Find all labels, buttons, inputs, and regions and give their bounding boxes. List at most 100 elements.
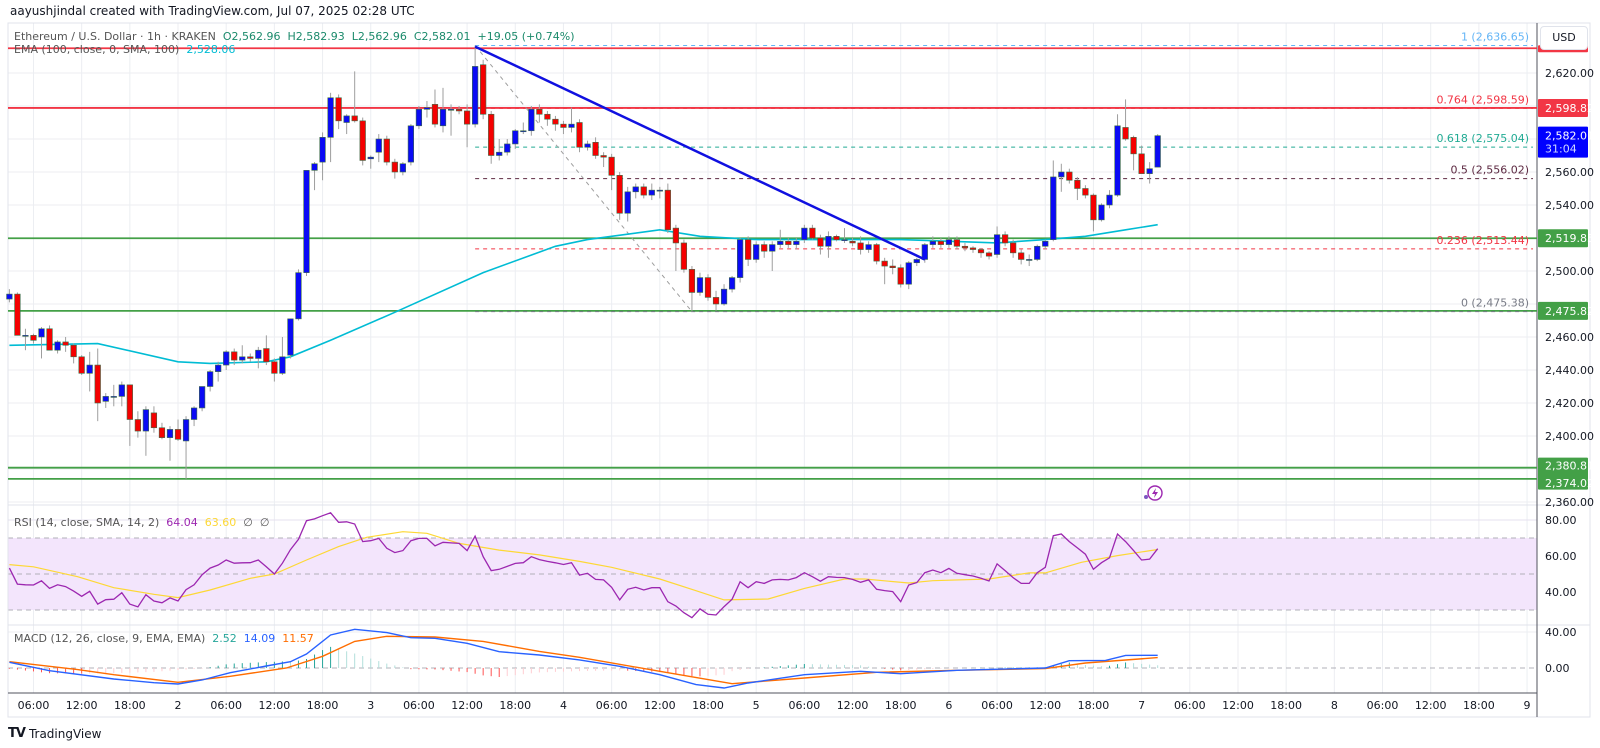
candle-down bbox=[158, 422, 166, 440]
bar-countdown: 31:04 bbox=[1545, 143, 1577, 156]
level-price-label: 2,598.82 bbox=[1545, 102, 1594, 115]
candle-body bbox=[905, 262, 912, 285]
candle-down bbox=[335, 94, 342, 130]
time-tick-label: 12:00 bbox=[451, 699, 483, 712]
rsi-extra-2: ∅ bbox=[259, 516, 270, 529]
level-price-label: 2,519.85 bbox=[1545, 232, 1594, 245]
candle-down bbox=[1002, 231, 1009, 247]
candle-body bbox=[1138, 153, 1145, 174]
candle-body bbox=[488, 113, 495, 156]
candle-up bbox=[86, 351, 93, 392]
candle-body bbox=[536, 109, 543, 115]
last-price-box bbox=[1538, 126, 1588, 158]
time-tick-label: 4 bbox=[560, 699, 567, 712]
candle-body bbox=[656, 189, 663, 192]
time-tick-label: 18:00 bbox=[1078, 699, 1110, 712]
candle-body bbox=[1090, 194, 1097, 221]
candle-up bbox=[255, 346, 262, 369]
ema-legend[interactable]: EMA (100, close, 0, SMA, 100) 2,528.06 bbox=[14, 43, 235, 56]
candle-body bbox=[745, 239, 752, 260]
time-tick-label: 18:00 bbox=[1270, 699, 1302, 712]
candle-body bbox=[190, 407, 198, 420]
candle-body bbox=[126, 384, 133, 420]
candle-body bbox=[174, 429, 182, 440]
time-tick-label: 8 bbox=[1331, 699, 1338, 712]
candle-body bbox=[182, 419, 190, 442]
candle-body bbox=[753, 244, 760, 260]
rsi-tick-label: 40.00 bbox=[1545, 586, 1577, 599]
candle-up bbox=[399, 162, 406, 176]
candle-up bbox=[528, 106, 535, 136]
candle-down bbox=[463, 104, 471, 148]
price-tick-label: 2,620.00 bbox=[1545, 67, 1594, 80]
candle-up bbox=[753, 241, 760, 263]
candle-up bbox=[496, 139, 503, 161]
candle-up bbox=[504, 139, 511, 156]
candle-up bbox=[929, 236, 936, 248]
candle-body bbox=[439, 109, 447, 127]
candle-body bbox=[295, 272, 302, 320]
candle-body bbox=[728, 277, 736, 290]
candle-down bbox=[785, 238, 792, 248]
candle-body bbox=[1114, 125, 1121, 196]
candle-body bbox=[961, 245, 969, 249]
fib-trend-line[interactable] bbox=[474, 45, 693, 312]
time-tick-label: 18:00 bbox=[307, 699, 339, 712]
tradingview-logo[interactable]: TV TradingView bbox=[8, 726, 101, 741]
time-tick-label: 3 bbox=[367, 699, 374, 712]
candle-up bbox=[1154, 134, 1161, 168]
candle-up bbox=[793, 238, 800, 250]
rsi-label: RSI (14, close, SMA, 14, 2) bbox=[14, 516, 160, 529]
candle-body bbox=[351, 115, 358, 122]
candle-down bbox=[680, 239, 688, 273]
candle-up bbox=[1146, 162, 1153, 184]
candle-body bbox=[977, 249, 985, 254]
candle-body bbox=[472, 66, 479, 125]
rsi-legend[interactable]: RSI (14, close, SMA, 14, 2) 64.04 63.60 … bbox=[14, 516, 269, 529]
candle-body bbox=[215, 364, 222, 372]
candle-down bbox=[480, 59, 487, 120]
candle-body bbox=[688, 269, 696, 293]
rsi-sma-value: 63.60 bbox=[204, 516, 237, 529]
candle-down bbox=[712, 290, 720, 311]
candle-up bbox=[223, 350, 230, 370]
candle-body bbox=[1066, 171, 1073, 181]
candle-body bbox=[1154, 135, 1161, 168]
macd-line bbox=[9, 628, 1158, 689]
time-axis[interactable]: 06:00 12:00 18:00 2 06:00 12:00 18:00 3 06:00 12:… bbox=[18, 699, 1531, 712]
currency-button[interactable]: USD bbox=[1540, 26, 1588, 50]
fib-level-label: 0 (2,475.38) bbox=[1461, 297, 1529, 310]
candle-body bbox=[367, 156, 374, 160]
time-tick-label: 12:00 bbox=[1222, 699, 1254, 712]
candle-body bbox=[496, 151, 503, 156]
candle-body bbox=[1034, 245, 1041, 260]
candle-body bbox=[680, 242, 688, 270]
symbol-name[interactable]: Ethereum / U.S. Dollar · 1h · KRAKEN bbox=[14, 30, 216, 43]
macd-tick-label: 40.00 bbox=[1545, 626, 1577, 639]
lightning-icon[interactable] bbox=[1144, 485, 1163, 501]
candle-body bbox=[1130, 137, 1137, 155]
candle-down bbox=[1066, 168, 1073, 184]
candle-up bbox=[656, 186, 663, 199]
candle-body bbox=[255, 349, 262, 359]
fibonacci-retracement[interactable]: 1 (2,636.65) 0.764 (2,598.59) 0.618 (2,575… bbox=[474, 31, 1533, 313]
ema-value: 2,528.06 bbox=[186, 43, 236, 56]
candle-body bbox=[897, 267, 904, 285]
candle-body bbox=[247, 356, 254, 359]
candle-body bbox=[423, 107, 431, 110]
candle-down bbox=[937, 238, 944, 248]
candle-body bbox=[207, 371, 214, 387]
candle-down bbox=[359, 117, 366, 166]
fib-level-label: 0.5 (2,556.02) bbox=[1450, 164, 1529, 177]
candle-up bbox=[166, 426, 174, 461]
price-axis[interactable]: 2,620.00 2,560.00 2,540.00 2,500.00 2,460.00… bbox=[1538, 45, 1594, 675]
candle-down bbox=[536, 104, 543, 123]
candle-up bbox=[1098, 203, 1105, 222]
trendline[interactable] bbox=[474, 45, 926, 261]
candle-up bbox=[375, 134, 382, 163]
candle-body bbox=[993, 234, 1001, 255]
price-tick-label: 2,360.00 bbox=[1545, 496, 1594, 509]
macd-legend[interactable]: MACD (12, 26, close, 9, EMA, EMA) 2.52 1… bbox=[14, 632, 314, 645]
candle-up bbox=[913, 257, 920, 267]
